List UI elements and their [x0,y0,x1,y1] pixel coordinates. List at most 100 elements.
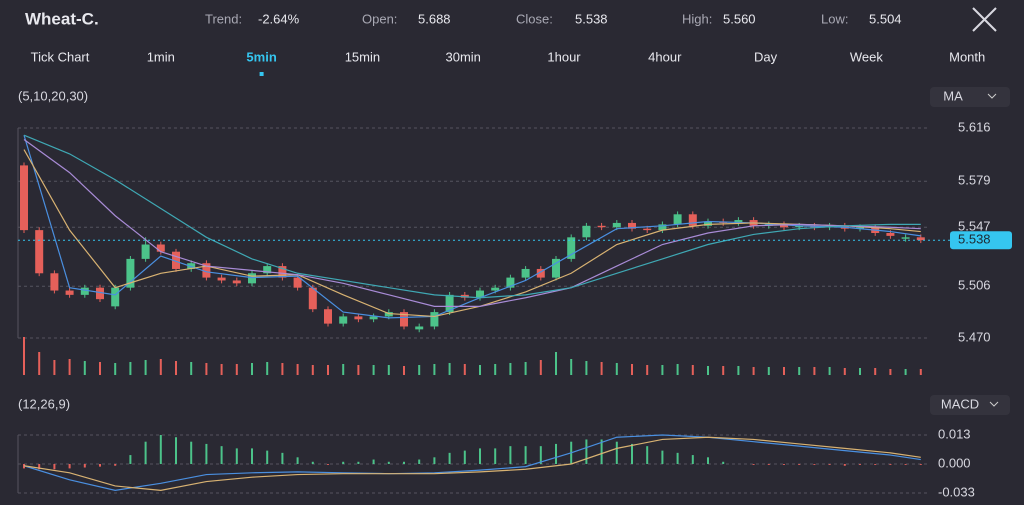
macd-bar [889,464,892,465]
volume-bar [509,363,512,375]
macd-bar [646,446,649,464]
volume-bar [463,364,466,375]
volume-bar [859,368,861,375]
y-tick-label: 0.013 [938,426,971,441]
volume-bar [737,366,740,375]
y-tick-label: 5.547 [958,219,991,234]
volume-bar [722,366,725,375]
candle-body [658,224,667,231]
macd-bar [752,464,755,465]
candle-body [172,251,180,269]
timeframe-tab[interactable]: Month [949,49,985,64]
volume-bar [418,365,421,375]
candle-body [354,316,363,320]
candle-body [248,273,256,284]
volume-bar [129,362,132,375]
volume-bar [691,365,694,375]
candle-body [536,268,545,278]
macd-bar [387,461,390,464]
macd-bar [129,455,132,464]
candle-body [20,165,28,231]
ma-dropdown[interactable] [930,87,1010,107]
candle-body [339,316,348,324]
candle-body [278,266,287,278]
macd-bar [509,446,512,464]
volume-bar [387,365,390,375]
volume-bar [38,352,41,375]
trend-label: Trend: [205,11,242,26]
volume-bar [235,364,238,375]
candle-body [369,316,378,320]
macd-bar [494,448,497,464]
timeframe-tab[interactable]: 1hour [547,49,581,64]
y-tick-label: 5.616 [958,119,991,134]
volume-bar [707,366,709,375]
macd-bar [631,443,633,464]
candle-body [430,312,439,327]
volume-bar [919,369,922,375]
candle-body [612,222,621,228]
candle-body [202,263,211,278]
timeframe-tab[interactable]: 5min [246,49,276,64]
macd-bar [919,464,922,465]
trend-value: -2.64% [258,11,300,26]
volume-bar [676,364,679,375]
candle-body [141,244,150,259]
macd-bar [798,464,801,465]
candle-body [445,294,454,313]
macd-bar [114,464,117,466]
timeframe-tab[interactable]: Week [850,49,883,64]
candle-body [673,214,682,225]
macd-bar [251,448,253,464]
candle-body [916,237,925,241]
timeframe-tab[interactable]: 4hour [648,49,682,64]
ma-line [23,134,921,299]
macd-bar [311,461,314,464]
candle-body [643,228,652,231]
volume-bar [220,364,223,375]
macd-bar [159,435,162,464]
ma-line [23,139,921,307]
timeframe-tab[interactable]: Day [754,49,778,64]
volume-bar [159,359,162,375]
macd-bar [418,459,421,464]
candle-body [308,287,317,310]
volume-bar [372,365,375,375]
timeframe-tab[interactable]: 15min [345,49,380,64]
macd-bar [813,464,816,465]
open-value: 5.688 [418,11,451,26]
macd-bar [874,464,877,465]
low-label: Low: [821,11,848,26]
volume-bar [539,360,542,375]
volume-bar [175,361,177,375]
volume-bar [357,365,360,375]
macd-bar [190,441,193,464]
timeframe-tab[interactable]: 1min [147,49,175,64]
macd-dropdown[interactable] [930,395,1010,415]
volume-bar [524,362,527,375]
macd-bar [600,439,603,464]
volume-bar [251,363,253,375]
volume-bar [555,352,557,375]
indicator-name[interactable]: MACD [941,396,979,411]
macd-bar [296,457,299,464]
y-tick-label: 5.579 [958,173,991,188]
macd-bar [448,452,451,464]
volume-bar [828,367,831,375]
timeframe-tab[interactable]: Tick Chart [31,49,90,64]
candle-body [780,224,788,228]
volume-bar [114,363,117,375]
indicator-name[interactable]: MA [943,88,963,103]
macd-line [23,436,921,491]
close-label: Close: [516,11,553,26]
macd-bar [327,464,329,465]
macd-bar [843,464,846,466]
macd-bar [175,437,177,464]
timeframe-tab[interactable]: 30min [445,49,480,64]
macd-bar [767,464,770,465]
candle-body [552,258,560,278]
volume-bar [99,362,101,375]
candle-body [795,225,804,228]
close-button[interactable] [972,7,997,32]
